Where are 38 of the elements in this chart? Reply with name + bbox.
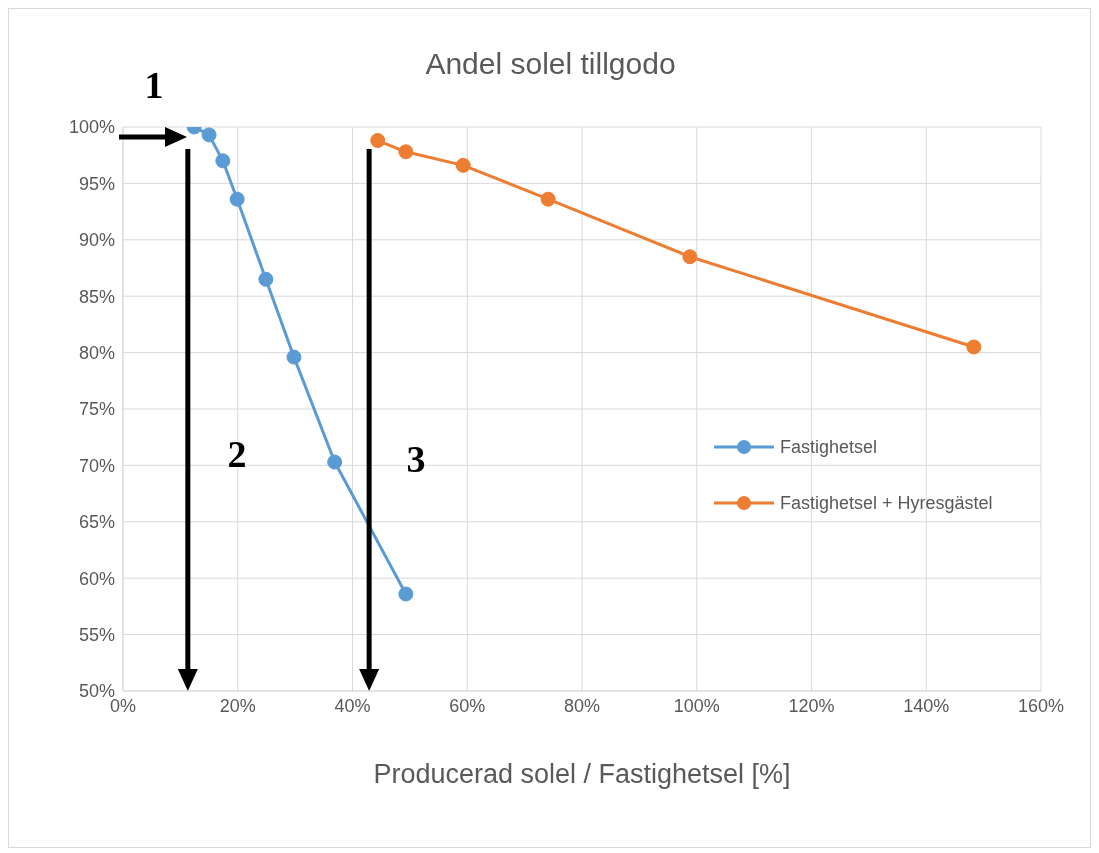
x-tick-label: 160% [1017,695,1065,716]
y-tick-label: 55% [78,624,115,645]
x-axis-title: Producerad solel / Fastighetsel [%] [373,759,791,789]
point [398,586,414,602]
annotation: 3 [406,438,426,480]
y-tick-label: 100% [68,117,115,138]
point [966,339,982,355]
y-tick-label: 65% [78,512,115,533]
x-tick-label: 120% [788,695,835,716]
legend-label: Fastighetsel [780,436,878,458]
x-tick-label: 60% [449,695,486,716]
point [215,153,231,169]
y-tick-label: 75% [78,399,115,420]
y-tick-label: 95% [78,173,115,194]
point [229,191,245,207]
point [286,349,302,365]
x-tick-label: 40% [334,695,371,716]
y-tick-label: 85% [78,286,115,307]
chart-title: Andel solel tillgodo [425,47,676,80]
point [201,127,217,143]
legend-label: Fastighetsel + Hyresgästel [780,492,993,514]
point [258,271,274,287]
point [327,454,343,470]
y-tick-label: 80% [78,342,115,363]
y-tick-label: 70% [78,455,115,476]
x-tick-label: 140% [903,695,950,716]
y-tick-label: 90% [78,230,115,251]
point [455,157,471,173]
text: 1 [144,64,164,106]
x-tick-label: 80% [563,695,601,716]
point [398,144,414,160]
x-tick-label: 100% [673,695,720,716]
point [540,191,556,207]
point [370,133,386,149]
annotation: 2 [227,433,247,475]
point [682,249,698,265]
x-tick-label: 20% [219,695,256,716]
y-tick-label: 60% [78,568,115,589]
